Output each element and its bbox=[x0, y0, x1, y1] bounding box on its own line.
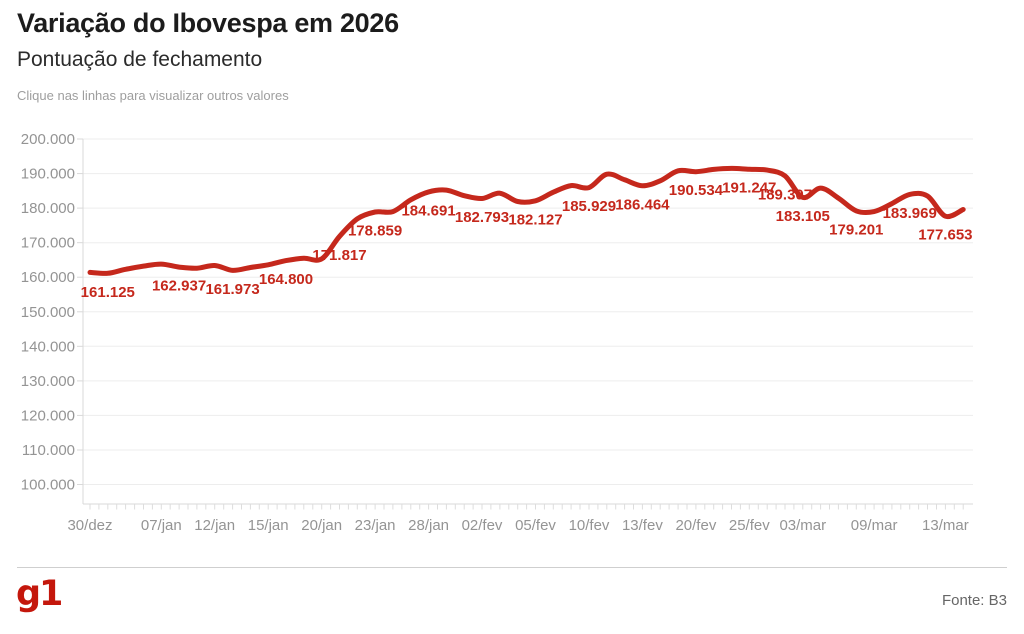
point-value-label: 191.247 bbox=[722, 180, 776, 197]
x-axis-label: 13/mar bbox=[922, 517, 969, 534]
point-value-label: 164.800 bbox=[259, 271, 313, 288]
y-axis-label: 120.000 bbox=[21, 407, 75, 424]
y-axis-label: 140.000 bbox=[21, 338, 75, 355]
point-value-label: 186.464 bbox=[615, 196, 670, 213]
point-value-label: 177.653 bbox=[918, 227, 972, 244]
point-value-label: 182.127 bbox=[508, 211, 562, 228]
interaction-hint: Clique nas linhas para visualizar outros… bbox=[17, 88, 289, 104]
point-value-label: 161.973 bbox=[205, 281, 259, 298]
point-value-label: 185.929 bbox=[562, 198, 616, 215]
page-title: Variação do Ibovespa em 2026 bbox=[17, 8, 399, 38]
footer-divider bbox=[17, 567, 1007, 568]
x-axis-label: 28/jan bbox=[408, 517, 449, 534]
x-axis-label: 02/fev bbox=[462, 517, 503, 534]
point-value-label: 162.937 bbox=[152, 278, 206, 295]
x-axis-label: 20/jan bbox=[301, 517, 342, 534]
point-value-label: 171.817 bbox=[312, 247, 366, 264]
point-value-label: 190.534 bbox=[669, 182, 724, 199]
x-axis-label: 23/jan bbox=[355, 517, 396, 534]
x-axis-label: 03/mar bbox=[779, 517, 826, 534]
point-value-label: 189.307 bbox=[758, 186, 812, 203]
axes bbox=[82, 139, 973, 505]
x-axis-label: 07/jan bbox=[141, 517, 182, 534]
y-axis-ticks bbox=[77, 138, 83, 485]
y-axis-label: 160.000 bbox=[21, 269, 75, 286]
y-axis-label: 200.000 bbox=[21, 131, 75, 148]
point-value-label: 161.125 bbox=[81, 284, 135, 301]
x-axis-label: 09/mar bbox=[851, 517, 898, 534]
source-credit: Fonte: B3 bbox=[941, 592, 1007, 609]
point-value-label: 184.691 bbox=[401, 202, 455, 219]
x-axis-label: 10/fev bbox=[569, 517, 610, 534]
y-axis-label: 130.000 bbox=[21, 373, 75, 390]
series-line-ibovespa[interactable] bbox=[87, 165, 966, 276]
y-axis-label: 150.000 bbox=[21, 304, 75, 321]
x-axis-label: 15/jan bbox=[248, 517, 289, 534]
y-axis-labels: 200.000 190.000 180.000 170.000 160.000 150.0… bbox=[21, 131, 75, 494]
chart-subtitle: Pontuação de fechamento bbox=[17, 48, 263, 72]
point-value-label: 179.201 bbox=[829, 221, 883, 238]
point-value-label: 183.105 bbox=[776, 208, 830, 225]
y-axis-label: 170.000 bbox=[21, 235, 75, 252]
y-axis-label: 180.000 bbox=[21, 200, 75, 217]
x-axis-label: 05/fev bbox=[515, 517, 556, 534]
y-gridlines bbox=[83, 138, 973, 485]
x-axis-labels: 30/dez 07/jan 12/jan 15/jan 20/jan 23/jan 28/j… bbox=[67, 517, 968, 534]
point-value-label: 183.969 bbox=[883, 205, 937, 222]
x-axis-label: 25/fev bbox=[729, 517, 770, 534]
x-axis-label: 20/fev bbox=[675, 517, 716, 534]
y-axis-label: 190.000 bbox=[21, 166, 75, 183]
point-value-label: 178.859 bbox=[348, 223, 402, 240]
x-axis-label: 13/fev bbox=[622, 517, 663, 534]
point-value-label: 182.793 bbox=[455, 209, 509, 226]
x-axis-label: 30/dez bbox=[67, 517, 112, 534]
chart-header: Variação do Ibovespa em 2026 Pontuação d… bbox=[17, 8, 1007, 103]
x-axis-label: 12/jan bbox=[194, 517, 235, 534]
y-axis-label: 110.000 bbox=[22, 442, 75, 459]
g1-logo[interactable]: g1 bbox=[16, 574, 63, 614]
x-axis-ticks bbox=[89, 504, 964, 510]
y-axis-label: 100.000 bbox=[21, 477, 75, 494]
